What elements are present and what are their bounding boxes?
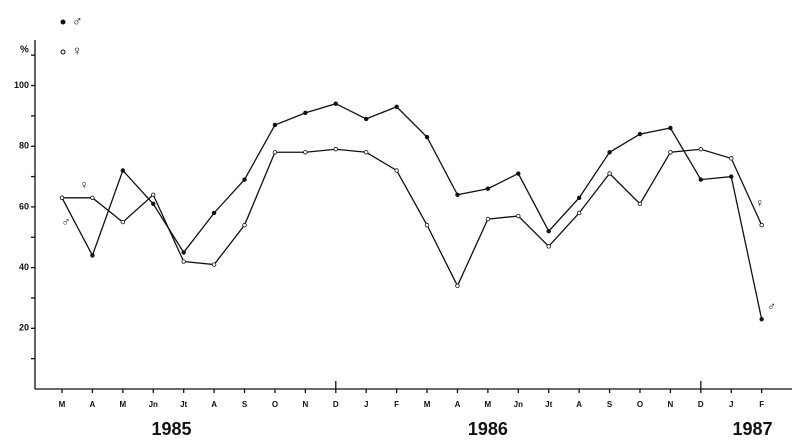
point — [242, 222, 247, 228]
x-tick-label: S — [242, 400, 248, 409]
x-tick-label: M — [59, 400, 66, 409]
point — [242, 177, 247, 182]
point — [424, 222, 430, 228]
legend-marker — [60, 19, 66, 25]
y-axis-label: % — [20, 45, 29, 56]
point — [516, 213, 521, 219]
x-tick-label: A — [576, 400, 582, 409]
point — [455, 192, 460, 197]
x-tick-label: A — [90, 400, 96, 409]
x-tick-label: O — [272, 400, 278, 409]
x-tick-label: D — [698, 400, 704, 409]
point — [546, 244, 551, 249]
point — [668, 125, 673, 131]
point — [698, 177, 704, 182]
x-tick-label: D — [333, 400, 339, 409]
year-label: 1986 — [468, 419, 508, 439]
series-line — [62, 148, 763, 288]
point — [333, 101, 338, 106]
point — [759, 317, 764, 322]
point — [59, 195, 65, 201]
point — [698, 147, 704, 152]
x-tick-label: F — [759, 400, 764, 409]
point — [211, 210, 217, 216]
series-line — [61, 103, 763, 320]
point — [729, 174, 734, 179]
point — [759, 222, 764, 228]
x-tick-label: Jn — [149, 400, 158, 409]
x-tick-label: N — [302, 400, 308, 409]
x-tick-label: N — [668, 400, 674, 409]
series-annotation: ♀ — [755, 196, 764, 210]
point — [333, 147, 338, 152]
year-label: 1985 — [151, 419, 191, 439]
point — [394, 104, 399, 109]
x-tick-label: S — [607, 400, 613, 409]
legend-label: ♂ — [72, 13, 83, 29]
point — [272, 122, 278, 128]
point — [364, 150, 369, 155]
point — [303, 110, 308, 116]
y-tick-label: 60 — [19, 201, 29, 211]
point — [607, 171, 612, 176]
point — [211, 262, 217, 267]
point — [90, 253, 95, 258]
series-annotation: ♂ — [767, 299, 776, 313]
year-label: 1987 — [733, 419, 773, 439]
x-tick-label: O — [637, 400, 643, 409]
x-tick-label: J — [729, 400, 733, 409]
x-tick-label: A — [455, 400, 461, 409]
point — [637, 131, 643, 137]
point — [120, 168, 126, 173]
point — [424, 134, 430, 140]
point — [272, 150, 278, 155]
point — [90, 195, 95, 201]
series-annotation: ♂ — [62, 214, 71, 228]
point — [455, 283, 460, 289]
point — [576, 195, 582, 201]
x-tick-label: Jt — [180, 400, 187, 409]
point — [576, 210, 582, 216]
x-tick-label: M — [120, 400, 127, 409]
point — [637, 201, 643, 207]
point — [120, 219, 126, 225]
x-tick-label: A — [211, 400, 217, 409]
x-tick-label: Jt — [545, 400, 552, 409]
point — [668, 150, 673, 155]
legend-marker — [60, 49, 66, 55]
x-tick-label: M — [424, 400, 431, 409]
x-tick-label: J — [364, 400, 368, 409]
point — [485, 216, 491, 222]
x-tick-label: Jn — [514, 400, 523, 409]
y-tick-label: 40 — [19, 262, 29, 272]
point — [485, 186, 491, 191]
point — [181, 250, 186, 255]
point — [546, 228, 551, 234]
point — [364, 116, 369, 122]
point — [394, 168, 399, 173]
point — [151, 192, 156, 197]
point — [151, 201, 156, 207]
y-tick-label: 80 — [19, 141, 29, 151]
x-tick-label: M — [485, 400, 492, 409]
series-annotation: ♀ — [80, 178, 89, 192]
x-tick-label: F — [394, 400, 399, 409]
point — [516, 171, 521, 176]
legend-label: ♀ — [72, 43, 83, 59]
point — [729, 156, 734, 161]
point — [181, 259, 186, 264]
y-tick-label: 100 — [14, 80, 29, 90]
point — [303, 150, 308, 155]
point — [607, 150, 612, 155]
y-tick-label: 20 — [19, 323, 29, 333]
